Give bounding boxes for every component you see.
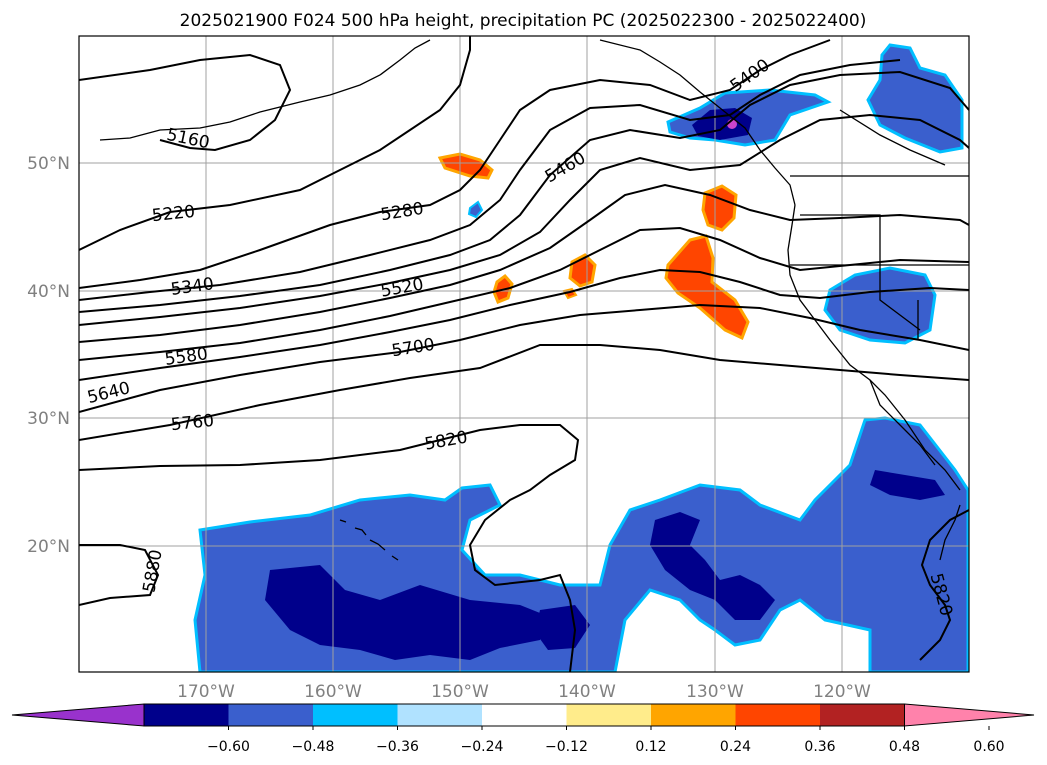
baja-peninsula	[869, 379, 936, 466]
lon-label: 130°W	[686, 682, 744, 702]
lat-label: 50°N	[27, 154, 70, 174]
contour-5340	[79, 59, 901, 301]
longitude-labels: 170°W 160°W 150°W 140°W 130°W 120°W	[177, 682, 871, 702]
colorbar-frame	[143, 703, 905, 727]
contour-label: 5220	[151, 202, 196, 226]
colorbar-tick-label: 0.12	[635, 739, 666, 755]
coastlines	[99, 39, 969, 561]
colorbar-tick-label: −0.12	[545, 739, 588, 755]
colorbar-tick-label: 0.24	[720, 739, 751, 755]
map-area: 5160 5220 5280 5340 5400 5460 5520 5580 …	[79, 36, 969, 672]
deep-negative-region-4	[535, 605, 590, 650]
deep-negative-region-3	[870, 470, 945, 500]
chart-title: 2025021900 F024 500 hPa height, precipit…	[180, 11, 867, 31]
contour-5460	[79, 113, 969, 326]
gulf-of-alaska-coast	[599, 39, 796, 206]
us-west-coast	[787, 204, 961, 491]
colorbar-tick-label: 0.48	[889, 739, 920, 755]
deep-negative-region-1	[265, 565, 545, 660]
latitude-labels: 50°N 40°N 30°N 20°N	[27, 154, 70, 557]
hawaii-islands	[339, 519, 399, 561]
colorbar-segment	[397, 704, 483, 726]
contour-5400	[79, 70, 969, 313]
colorbar-tick-label: −0.36	[376, 739, 419, 755]
lon-label: 120°W	[813, 682, 871, 702]
colorbar-tick-label: −0.60	[207, 739, 250, 755]
contour-5880	[79, 544, 160, 606]
map-frame	[78, 35, 970, 673]
canada-interior-line	[839, 109, 946, 166]
colorbar-segment	[482, 704, 567, 726]
colorbar-tick-label: −0.48	[292, 739, 335, 755]
colorbar-tick-label: 0.60	[973, 739, 1004, 755]
contour-5820-main	[79, 424, 580, 672]
colorbar-extend-max	[904, 703, 1035, 727]
colorbar-segment	[313, 704, 398, 726]
contour-5280	[79, 39, 831, 289]
deep-negative-region-2	[650, 512, 775, 620]
colorbar-segment	[144, 704, 229, 726]
colorbar: −0.60 −0.48 −0.36 −0.24 −0.12 0.12 0.24 0.36 0.4…	[11, 703, 1035, 755]
colorbar-segment	[820, 704, 905, 726]
contour-5520	[79, 183, 969, 343]
colorbar-tick-label: 0.36	[804, 739, 835, 755]
contour-5220	[79, 36, 471, 251]
lat-label: 40°N	[27, 282, 70, 302]
contour-5700	[79, 303, 969, 413]
negative-field	[193, 43, 969, 672]
height-contours	[79, 36, 969, 672]
colorbar-segment	[228, 704, 314, 726]
contour-5580	[79, 226, 969, 361]
contour-5640	[79, 268, 969, 381]
positive-region-2	[701, 184, 738, 232]
lat-label: 30°N	[27, 409, 70, 429]
lon-label: 150°W	[431, 682, 489, 702]
lat-label: 20°N	[27, 537, 70, 557]
lon-label: 160°W	[304, 682, 362, 702]
alaska-peninsula-coast	[99, 39, 431, 141]
contour-label: 5760	[170, 411, 215, 435]
lon-label: 170°W	[177, 682, 235, 702]
colorbar-segment	[651, 704, 736, 726]
colorbar-extend-min	[11, 703, 145, 727]
colorbar-tick-label: −0.24	[461, 739, 504, 755]
contour-5760	[79, 344, 969, 441]
colorbar-segment	[566, 704, 652, 726]
contour-5160	[79, 53, 292, 152]
negative-small-blob	[467, 200, 484, 219]
lon-label: 140°W	[558, 682, 616, 702]
state-border-3	[879, 265, 921, 331]
contour-5820-east	[919, 509, 969, 661]
colorbar-segment	[735, 704, 821, 726]
mexico-coast-south	[939, 504, 961, 561]
